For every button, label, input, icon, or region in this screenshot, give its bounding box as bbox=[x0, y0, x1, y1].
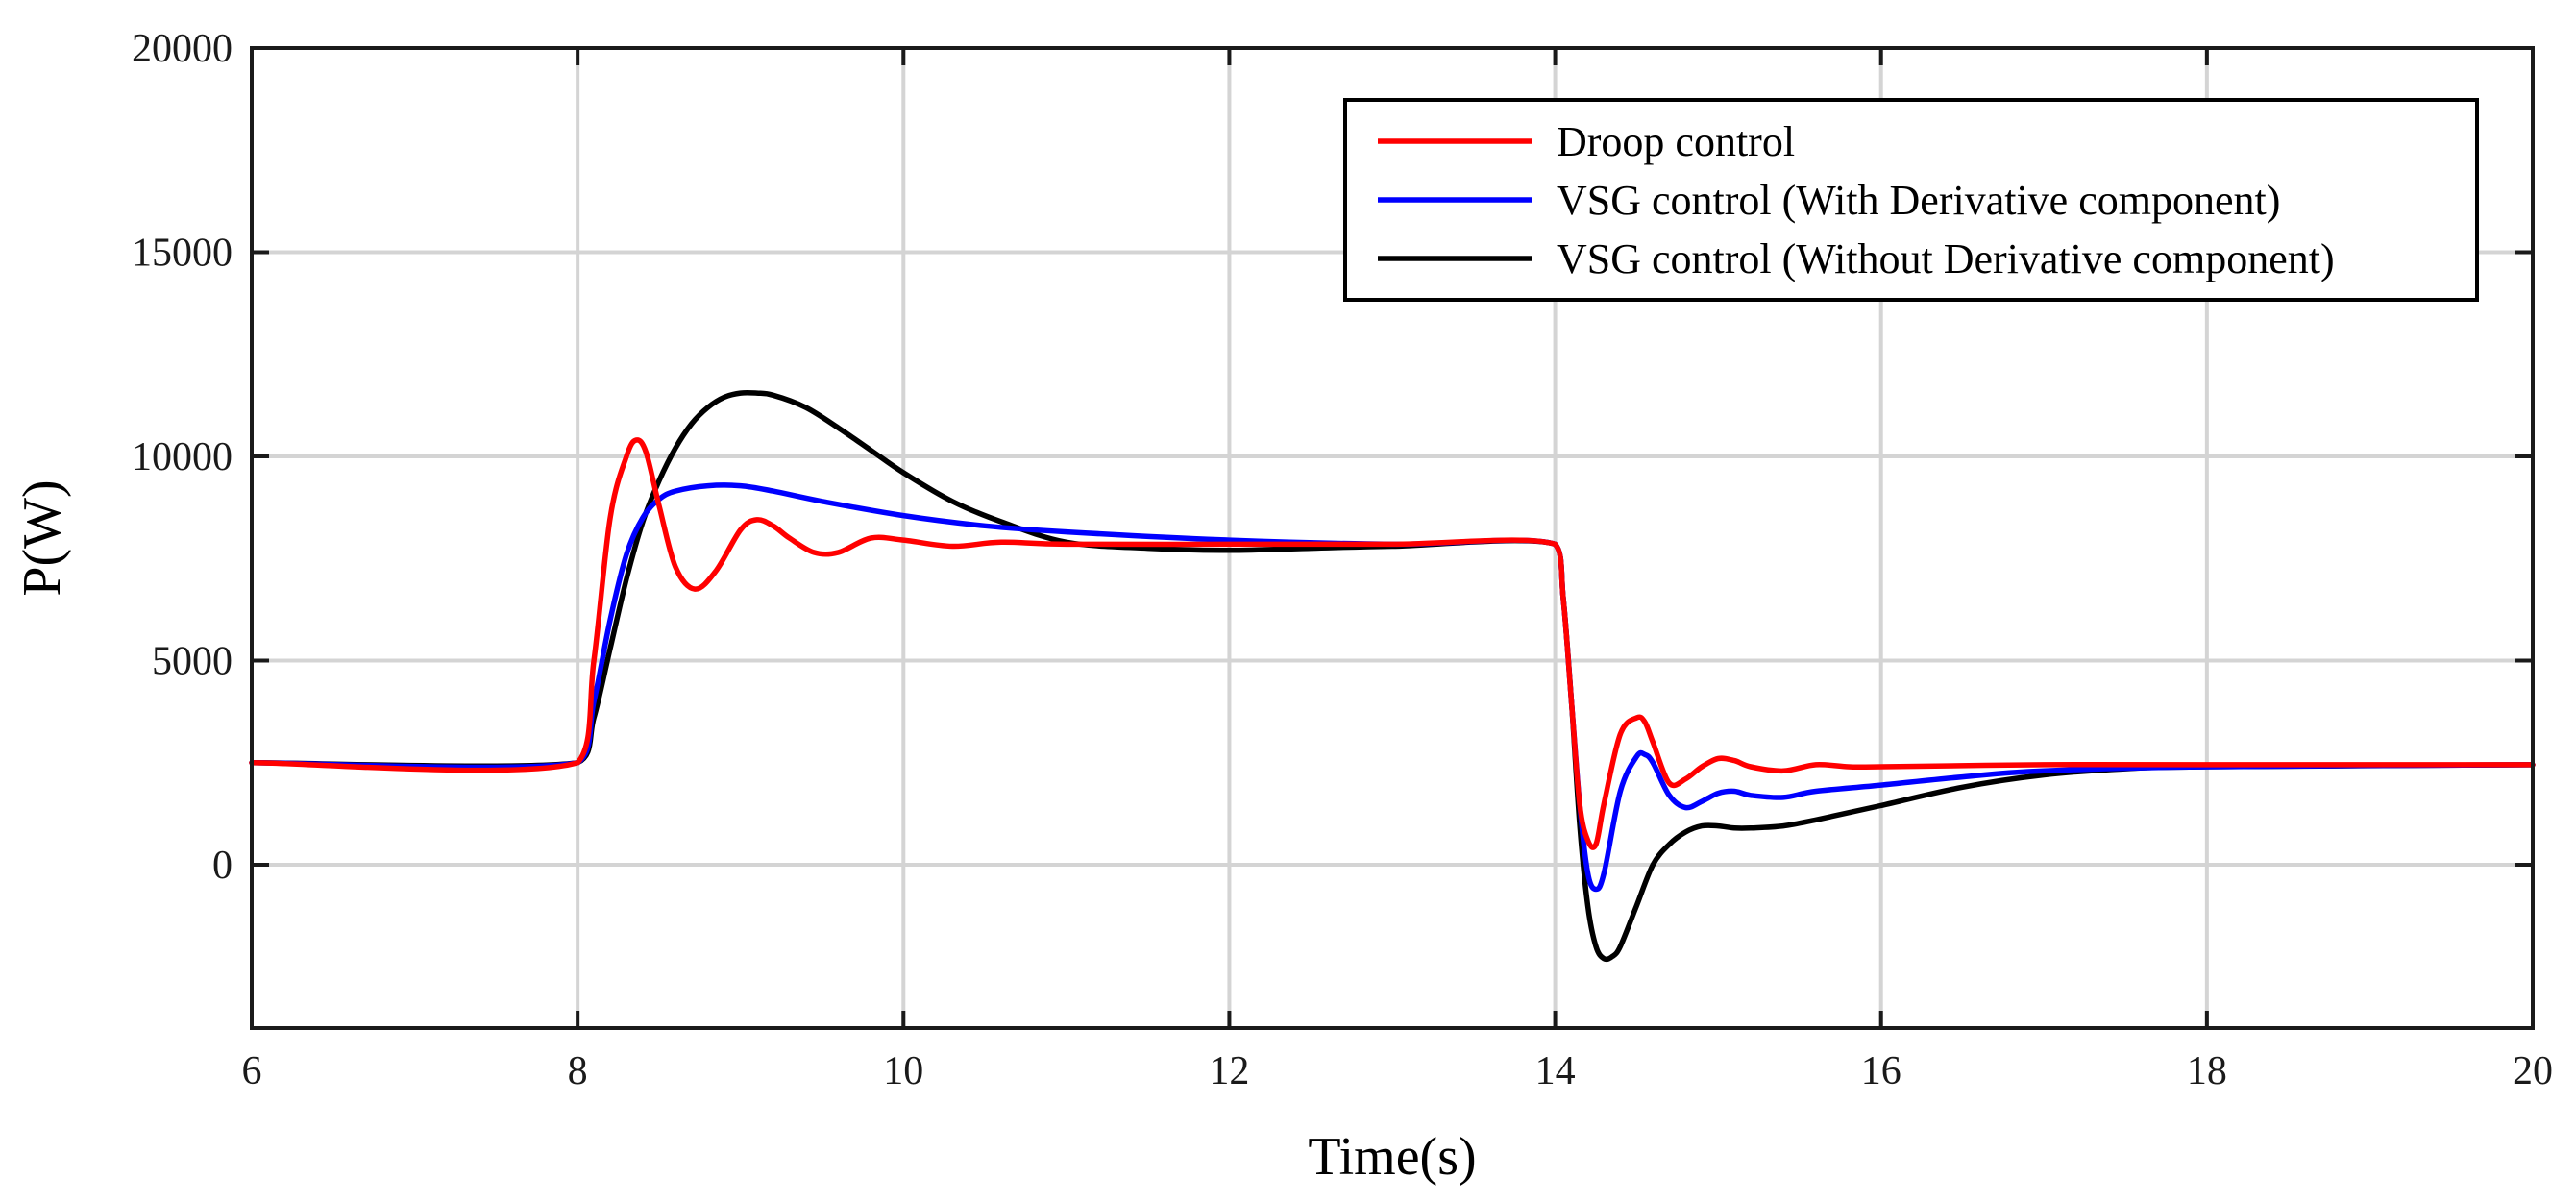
legend-entries: Droop control VSG control (With Derivativ… bbox=[1378, 118, 2335, 282]
x-axis-title: Time(s) bbox=[1308, 1127, 1476, 1187]
legend-label-2: VSG control (With Derivative component) bbox=[1557, 177, 2280, 224]
y-tick-label: 20000 bbox=[132, 27, 233, 71]
series-line-1 bbox=[249, 437, 2536, 850]
y-tick-label: 5000 bbox=[152, 640, 233, 684]
y-axis-title: P(W) bbox=[12, 479, 72, 596]
legend-label-1: Droop control bbox=[1557, 118, 1795, 165]
y-tick-label: 0 bbox=[212, 844, 233, 888]
plot-frame bbox=[250, 46, 2535, 1030]
x-tick-label: 10 bbox=[883, 1049, 923, 1093]
y-tick-label: 10000 bbox=[132, 435, 233, 479]
tick-labels: 6 8 10 12 14 16 18 20 0 5000 10000 15000 20000 bbox=[132, 27, 2553, 1093]
legend-label-3: VSG control (Without Derivative componen… bbox=[1557, 235, 2335, 282]
legend: Droop control VSG control (With Derivativ… bbox=[1343, 98, 2479, 302]
x-tick-label: 14 bbox=[1535, 1049, 1576, 1093]
x-tick-label: 8 bbox=[568, 1049, 588, 1093]
x-tick-label: 6 bbox=[242, 1049, 262, 1093]
x-tick-label: 18 bbox=[2187, 1049, 2227, 1093]
x-tick-label: 20 bbox=[2513, 1049, 2553, 1093]
legend-box bbox=[1343, 98, 2479, 302]
x-tick-label: 12 bbox=[1209, 1049, 1249, 1093]
x-tick-label: 16 bbox=[1861, 1049, 1901, 1093]
y-tick-label: 15000 bbox=[132, 232, 233, 276]
series-lines bbox=[249, 389, 2536, 963]
axis-ticks bbox=[250, 46, 2535, 1028]
